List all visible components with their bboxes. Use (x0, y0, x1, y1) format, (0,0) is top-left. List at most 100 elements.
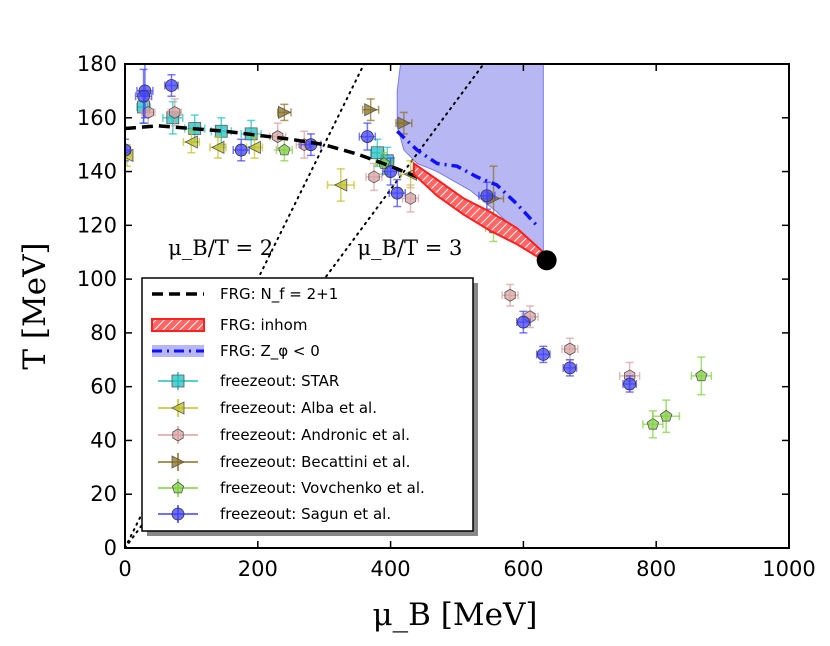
marker (646, 417, 660, 430)
freezeout-sagun-et-al-point (232, 138, 250, 162)
x-tick-label: 1000 (762, 557, 815, 581)
marker (333, 178, 348, 192)
marker (247, 140, 261, 155)
freezeout-sagun-et-al-point (478, 181, 496, 210)
freezeout-vovchenko-et-al-point (642, 410, 664, 439)
legend-entry: freezeout: Alba et al. (158, 399, 377, 417)
y-tick-label: 100 (77, 267, 117, 291)
legend-marker (171, 455, 185, 469)
marker (360, 130, 374, 144)
freezeout-sagun-et-al-point (562, 359, 578, 377)
x-tick-label: 200 (238, 557, 278, 581)
freezeout-alba-et-al-point (245, 135, 264, 159)
marker (480, 189, 494, 203)
freezeout-alba-et-al-point (209, 135, 227, 159)
legend-marker (171, 481, 185, 494)
legend-entry: freezeout: Sagun et al. (158, 505, 391, 523)
legend-marker (171, 401, 185, 415)
freezeout-vovchenko-et-al-point (652, 399, 681, 434)
marker (695, 369, 708, 382)
marker (564, 342, 576, 356)
marker (278, 143, 291, 156)
freezeout-sagun-et-al-point (125, 138, 132, 162)
marker (184, 135, 198, 149)
marker (623, 377, 637, 391)
freezeout-vovchenko-et-al-point (690, 356, 713, 396)
x-tick-label: 600 (503, 557, 543, 581)
marker (165, 79, 178, 92)
legend-handle (151, 318, 205, 332)
legend-entry: FRG: Z_φ < 0 (152, 342, 320, 361)
frg-zphi-line (396, 129, 538, 227)
freezeout-sagun-et-al-point (535, 345, 551, 364)
legend: FRG: N_f = 2+1 FRG: inhom FRG: Z_φ < 0 free… (141, 277, 478, 536)
y-tick-label: 20 (90, 482, 117, 506)
freezeout-sagun-et-al-point (358, 122, 377, 151)
legend-label: FRG: Z_φ < 0 (220, 342, 320, 361)
legend-entry: freezeout: Becattini et al. (158, 453, 410, 471)
legend-label: FRG: N_f = 2+1 (220, 285, 338, 304)
y-tick-label: 120 (77, 213, 117, 237)
legend-label: freezeout: STAR (220, 372, 339, 390)
legend-label: FRG: inhom (220, 316, 307, 334)
freezeout-sagun-et-al-point (622, 375, 638, 393)
y-tick-label: 60 (90, 375, 117, 399)
y-axis-label: T [MeV] (17, 242, 53, 369)
freezeout-andronic-et-al-point (561, 337, 579, 361)
marker (211, 140, 225, 155)
legend-label: freezeout: Alba et al. (220, 399, 377, 417)
freezeout-andronic-et-al-point (501, 283, 519, 307)
annotation-mu-over-t-2: μ_B/T = 2 (168, 236, 273, 260)
legend-entry: FRG: N_f = 2+1 (152, 285, 338, 304)
y-tick-label: 140 (77, 160, 117, 184)
marker (504, 288, 516, 302)
annotations: μ_B/T = 2 μ_B/T = 3 (168, 236, 462, 260)
critical-end-point (536, 250, 557, 271)
freezeout-becattini-et-al-point (395, 111, 413, 135)
marker (137, 89, 150, 103)
freezeout-alba-et-al-point (182, 130, 201, 154)
marker (563, 361, 577, 375)
marker (404, 191, 417, 205)
freezeout-sagun-et-al-point (516, 310, 531, 334)
marker (125, 143, 132, 157)
freezeout-andronic-et-al-point (401, 184, 420, 213)
freezeout-andronic-et-al-point (365, 162, 383, 192)
annotation-mu-over-t-3: μ_B/T = 3 (357, 236, 462, 260)
marker (169, 105, 181, 119)
y-tick-label: 160 (77, 106, 117, 130)
legend-marker (171, 507, 185, 521)
marker (659, 409, 673, 422)
marker (517, 315, 530, 329)
legend-entry: FRG: inhom (151, 316, 307, 334)
legend-marker (172, 428, 184, 442)
plot-area (125, 64, 713, 548)
plot-frame (124, 63, 790, 549)
legend-label: freezeout: Andronic et al. (220, 426, 410, 444)
x-axis-label: μ_B [MeV] (373, 597, 538, 633)
zphi-negative-region (396, 64, 544, 254)
x-tick-label: 0 (118, 557, 131, 581)
legend-entry: freezeout: Vovchenko et al. (158, 479, 425, 497)
freezeout-vovchenko-et-al-point (275, 138, 294, 162)
x-tick-label: 800 (636, 557, 676, 581)
axis-ticks: 0 200 400 600 800 1000 0 20 40 60 80 100 120 140 160 18… (77, 52, 816, 581)
legend-entry: freezeout: Andronic et al. (158, 426, 410, 444)
marker (368, 170, 380, 184)
y-tick-label: 80 (90, 321, 117, 345)
freezeout-sagun-et-al-point (134, 68, 153, 124)
mu-over-t-line-2 (125, 64, 366, 548)
marker (390, 186, 404, 200)
legend-marker (171, 374, 185, 388)
marker (536, 347, 550, 361)
marker (234, 143, 248, 157)
freezeout-alba-et-al-point (326, 168, 355, 202)
marker (277, 105, 292, 120)
x-tick-label: 400 (371, 557, 411, 581)
freezeout-becattini-et-al-point (276, 103, 292, 122)
freezeout-sagun-et-al-point (164, 74, 179, 98)
freezeout-star-point (162, 100, 184, 135)
y-tick-label: 0 (104, 536, 117, 560)
freezeout-becattini-et-al-point (361, 98, 380, 122)
